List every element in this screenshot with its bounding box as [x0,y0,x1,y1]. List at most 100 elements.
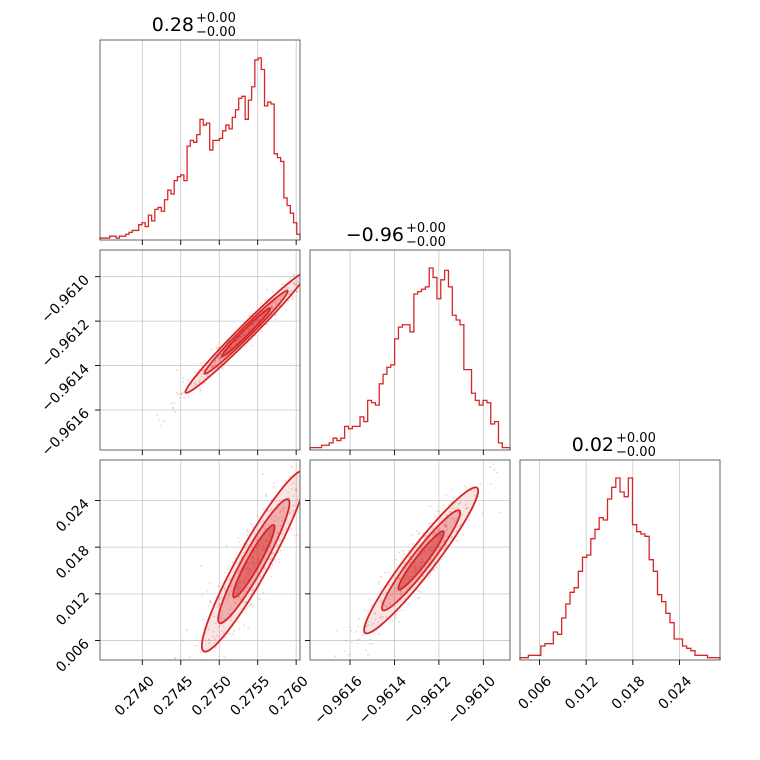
sample-point [388,602,391,605]
sample-point [247,530,249,533]
sample-point [182,391,185,394]
sample-point [269,310,272,313]
sample-point [312,471,314,473]
sample-point [365,626,367,629]
sample-point [364,630,367,632]
title-lower-error: −0.00 [196,25,236,40]
sample-point [380,599,383,602]
title-upper-error: +0.00 [406,221,446,236]
title-lower-error: −0.00 [616,445,656,460]
sample-point [318,259,320,261]
sample-point [185,629,188,632]
sample-point [262,508,265,511]
title-lower-error: −0.00 [406,235,446,250]
sample-point [217,357,219,359]
sample-point [287,491,289,494]
sample-point [459,523,462,526]
sample-point [453,519,455,521]
sample-point [206,589,209,592]
y-tick-label: 0.012 [53,589,93,629]
sample-point [265,298,268,301]
sample-point [398,578,401,581]
sample-point [370,604,373,607]
sample-point [449,521,452,523]
sample-point [302,276,304,278]
panel-frame [309,249,511,451]
sample-point [179,392,182,395]
sample-point [363,609,366,611]
sample-point [211,366,214,368]
sample-point [412,550,415,553]
sample-point [416,597,419,599]
sample-point [444,523,447,526]
sample-point [210,365,212,367]
sample-point [382,616,384,619]
sample-point [214,638,217,640]
sample-point [369,598,371,601]
sample-point [388,583,390,586]
sample-point [398,621,401,623]
sample-point [289,529,291,532]
sample-point [210,348,213,351]
sample-point [202,618,205,621]
x-tick-label: −0.9610 [445,673,499,727]
sample-point [223,618,226,620]
sample-point [218,598,221,601]
sample-point [465,508,468,510]
sample-point [271,564,274,567]
sample-point [284,456,286,458]
sample-point [280,295,283,298]
sample-point [228,608,231,611]
sample-point [214,359,217,361]
x-tick-label: 0.2755 [227,673,273,719]
sample-point [451,488,454,491]
sample-point [213,360,216,363]
sample-point [354,664,356,666]
sample-point [182,381,185,383]
y-tick-label: 0.024 [53,496,93,536]
sample-point [374,618,377,621]
scatter-panel-2-3: −0.9616−0.9614−0.9612−0.9610 [305,459,511,728]
sample-point [374,612,377,615]
sample-point [390,594,392,596]
sample-point [408,562,411,565]
sample-point [182,376,185,379]
sample-point [455,530,458,532]
sample-point [288,277,291,280]
sample-point [212,635,215,638]
sample-point [465,507,468,509]
sample-point [436,510,438,512]
sample-point [251,338,253,340]
sample-point [401,609,403,611]
sample-point [207,628,210,631]
panel-frame [99,249,301,451]
sample-point [295,488,297,491]
sample-point [220,356,223,359]
x-tick-label: 0.012 [562,673,602,713]
sample-point [247,627,250,629]
sample-point [440,558,443,561]
sample-point [212,364,215,367]
sample-point [292,465,295,467]
sample-point [208,639,211,642]
sample-point [271,552,274,554]
sample-point [422,574,425,577]
sample-point [419,572,422,575]
sample-point [457,525,460,528]
sample-point [428,522,431,525]
sample-point [462,533,465,536]
sample-point [355,630,358,633]
sample-point [207,638,210,641]
sample-point [265,495,267,497]
sample-point [270,508,273,510]
sample-point [317,497,319,499]
sample-point [247,587,250,589]
sample-point [252,588,254,591]
sample-point [280,509,282,512]
sample-point [235,602,237,605]
sample-point [292,509,295,512]
sample-point [306,264,308,266]
sample-point [418,596,421,599]
sample-point [338,230,340,232]
sample-point [249,314,252,317]
